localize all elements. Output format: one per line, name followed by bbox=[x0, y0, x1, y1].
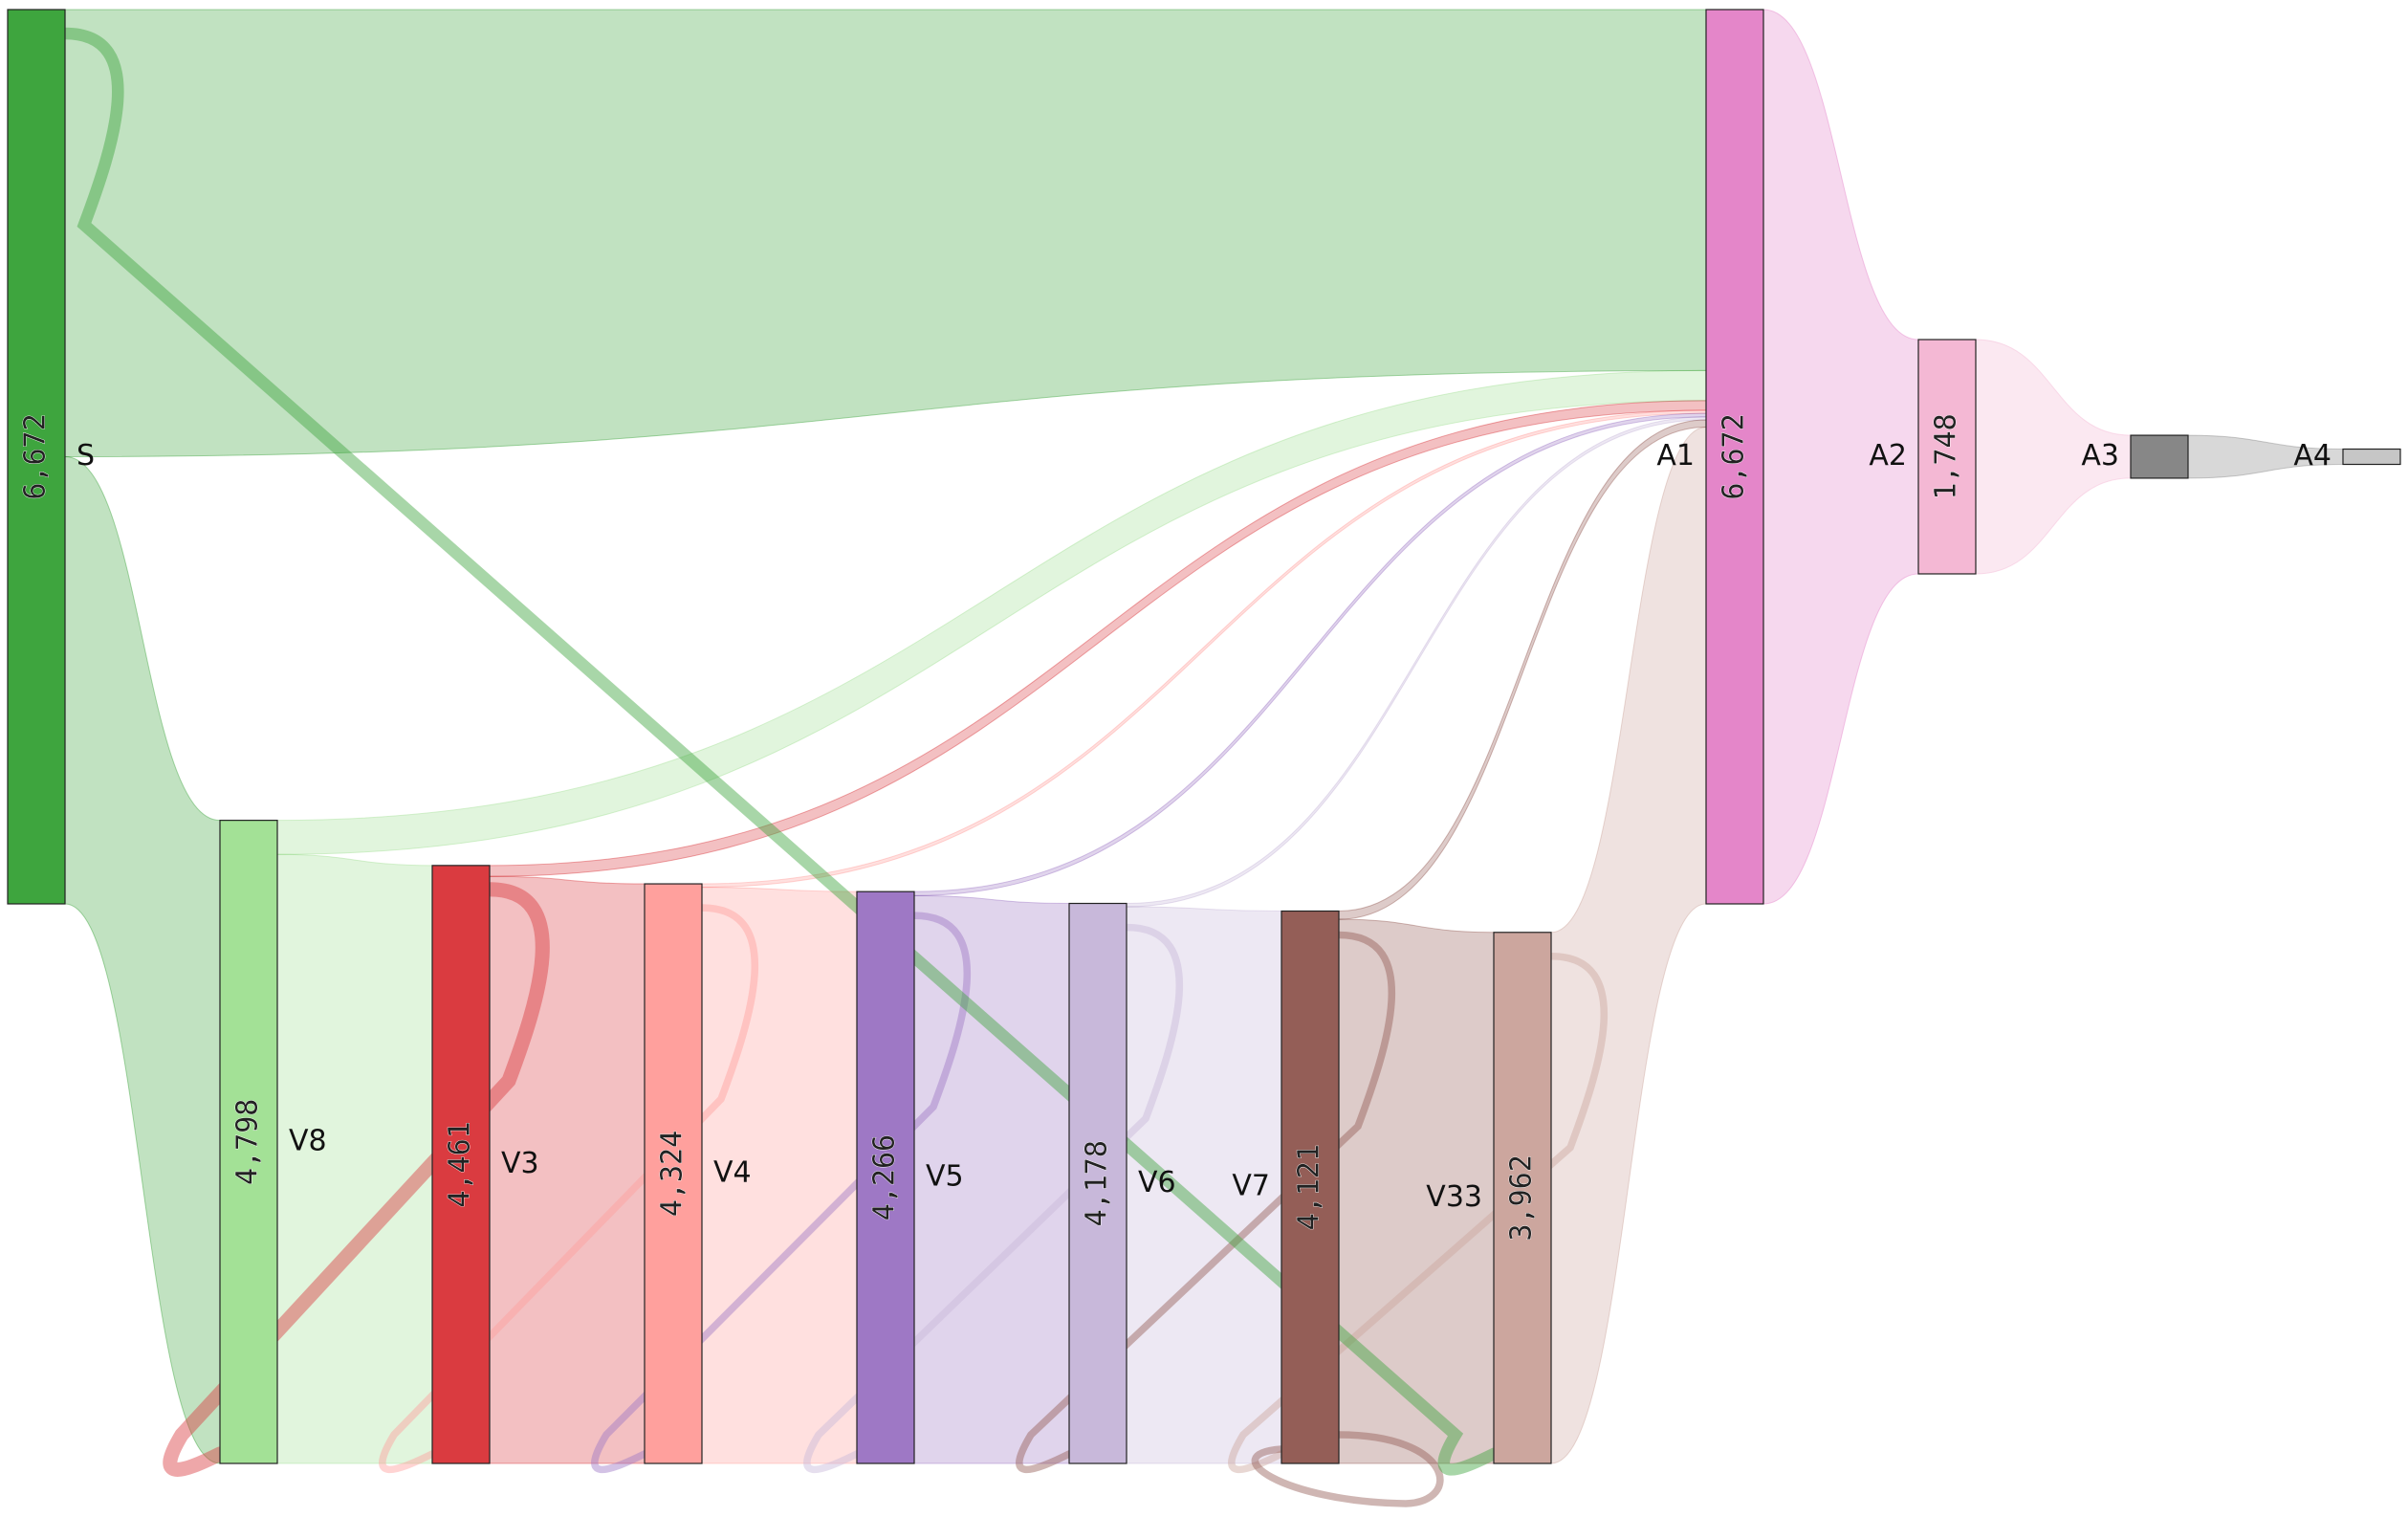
node-label-a3: A3 bbox=[2081, 439, 2119, 473]
node-value-v3: 4,461 bbox=[444, 1121, 477, 1207]
node-s[interactable] bbox=[7, 9, 66, 905]
node-label-v8: V8 bbox=[289, 1124, 327, 1157]
links-layer bbox=[64, 9, 2344, 1464]
backlink-v7-v6 bbox=[1016, 931, 1396, 1474]
node-label-v5: V5 bbox=[926, 1160, 964, 1194]
node-value-v7: 4,121 bbox=[1293, 1144, 1326, 1230]
node-v33[interactable] bbox=[1493, 932, 1552, 1464]
node-value-v8: 4,798 bbox=[231, 1099, 265, 1185]
backlink-s-v33 bbox=[58, 27, 1500, 1476]
node-v5[interactable] bbox=[856, 890, 915, 1464]
link-s-v8 bbox=[64, 455, 221, 1464]
node-a3[interactable] bbox=[2130, 434, 2189, 479]
node-value-v5: 4,266 bbox=[868, 1134, 902, 1220]
node-value-v4: 4,324 bbox=[656, 1131, 690, 1217]
backlink-v7-v7 bbox=[1251, 1431, 1444, 1507]
link-s-a1 bbox=[64, 9, 1707, 458]
node-label-a4: A4 bbox=[2293, 439, 2331, 473]
node-label-v6: V6 bbox=[1138, 1166, 1176, 1199]
backlink-v6-v5 bbox=[803, 923, 1184, 1474]
backlinks-layer bbox=[58, 27, 1609, 1507]
node-value-v6: 4,178 bbox=[1081, 1140, 1114, 1226]
node-label-v4: V4 bbox=[713, 1156, 752, 1190]
node-v3[interactable] bbox=[431, 865, 491, 1464]
node-v4[interactable] bbox=[644, 883, 703, 1464]
node-label-v3: V3 bbox=[501, 1147, 539, 1180]
node-label-v7: V7 bbox=[1232, 1170, 1270, 1203]
node-value-a1: 6,672 bbox=[1718, 413, 1751, 499]
link-v33-a1 bbox=[1550, 427, 1707, 1464]
node-label-v33: V33 bbox=[1426, 1180, 1482, 1214]
nodes-layer bbox=[7, 9, 2401, 1464]
node-value-s: 6,672 bbox=[19, 413, 53, 499]
node-label-a2: A2 bbox=[1869, 439, 1907, 473]
node-a2[interactable] bbox=[1917, 339, 1977, 575]
node-label-a1: A1 bbox=[1656, 439, 1695, 473]
node-label-s: S bbox=[77, 439, 95, 473]
node-value-a2: 1,748 bbox=[1930, 413, 1963, 499]
link-v3-a1 bbox=[489, 400, 1707, 877]
backlink-v4-v3 bbox=[379, 904, 759, 1474]
labels-layer: S 6,672 V8 4,798 V3 4,461 V4 4,324 V5 4,266 V6 4,17… bbox=[18, 413, 2331, 1242]
link-v5-a1 bbox=[913, 412, 1707, 896]
node-a1[interactable] bbox=[1705, 9, 1764, 905]
link-v8-v3 bbox=[276, 853, 433, 1464]
node-a4[interactable] bbox=[2342, 448, 2401, 466]
node-v8[interactable] bbox=[219, 820, 278, 1464]
node-value-v33: 3,962 bbox=[1505, 1154, 1539, 1241]
node-v7[interactable] bbox=[1281, 910, 1340, 1464]
backlink-v3-v8 bbox=[163, 882, 550, 1477]
backlink-v33-v7 bbox=[1228, 952, 1609, 1474]
node-v6[interactable] bbox=[1068, 902, 1127, 1464]
backlink-v5-v4 bbox=[591, 912, 972, 1474]
